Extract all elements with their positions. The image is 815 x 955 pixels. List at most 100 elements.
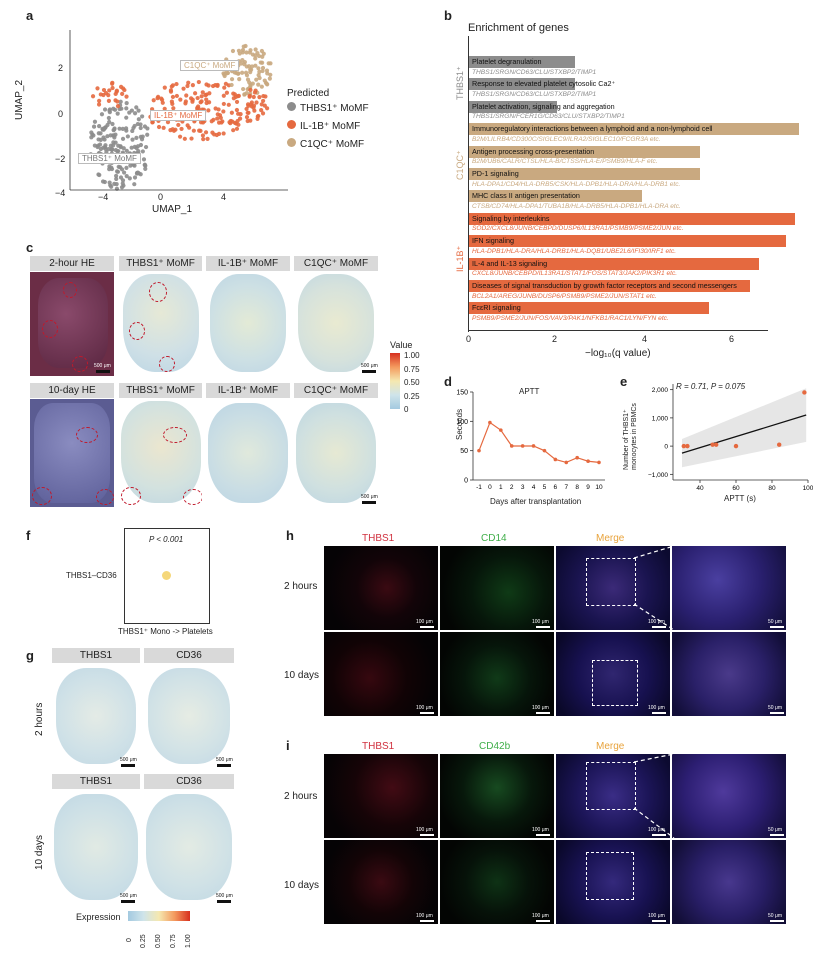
enrich-xtick: 4	[642, 334, 648, 344]
spatial-map	[54, 794, 138, 900]
colorbar-title: Value	[390, 340, 413, 350]
aptt-point	[597, 460, 601, 465]
umap-point	[248, 48, 253, 53]
umap-point	[117, 126, 122, 131]
scatter-xlabel: APTT (s)	[724, 494, 756, 503]
umap-point	[204, 97, 209, 102]
umap-point	[220, 119, 225, 124]
he-image-10d	[30, 399, 114, 507]
umap-point	[92, 143, 97, 148]
umap-point	[268, 61, 273, 66]
aptt-point	[520, 444, 525, 448]
aptt-ytick-label: 50	[460, 448, 468, 455]
umap-point	[267, 76, 272, 81]
scalebar-label: 100 μm	[532, 705, 549, 711]
umap-point	[265, 82, 270, 87]
umap-point	[251, 105, 256, 110]
umap-point	[174, 93, 179, 99]
umap-point	[200, 90, 205, 95]
enrichment-title: Enrichment of genes	[468, 22, 569, 34]
umap-point	[182, 136, 187, 141]
umap-point	[241, 44, 246, 49]
scalebar-label: 500 μm	[216, 893, 233, 899]
umap-point	[114, 169, 120, 174]
umap-point	[112, 107, 118, 112]
umap-point	[198, 128, 203, 133]
scatter-xtick-label: 40	[696, 485, 704, 492]
g-header: THBS1	[52, 774, 140, 789]
umap-point	[110, 121, 115, 127]
umap-point	[261, 98, 266, 104]
scalebar-label: 100 μm	[648, 827, 665, 833]
group-label-c1qc: C1QC⁺	[455, 150, 465, 180]
regression-line	[681, 414, 807, 454]
umap-point	[124, 173, 129, 179]
umap-point	[259, 84, 264, 89]
enrichment-genes: CTSB/CD74/HLA-DPA1/TUBA1B/HLA-DRB5/HLA-D…	[472, 202, 681, 210]
umap-point	[261, 93, 266, 99]
umap-point	[240, 48, 246, 53]
umap-point	[252, 90, 258, 95]
region-circle	[32, 487, 52, 505]
scatter-point	[802, 390, 807, 395]
scalebar-label: 500 μm	[361, 494, 378, 500]
umap-point	[221, 131, 226, 136]
micro-i-10d-zoom	[672, 840, 786, 924]
umap-point	[204, 100, 209, 106]
umap-point	[120, 91, 125, 96]
umap-point	[189, 136, 194, 141]
scalebar	[217, 900, 231, 903]
umap-point	[169, 99, 174, 104]
scalebar	[652, 712, 666, 714]
umap-point	[140, 149, 145, 154]
c-header: THBS1⁺ MoMF	[119, 256, 202, 271]
scatter-ytick-label: 2,000	[652, 387, 669, 394]
aptt-ytick-label: 0	[464, 478, 468, 485]
umap-point	[111, 140, 116, 145]
scalebar	[652, 626, 666, 628]
panel-label-c: c	[26, 240, 34, 255]
umap-point	[107, 180, 112, 185]
colorbar	[390, 353, 400, 409]
umap-point	[249, 67, 254, 72]
aptt-point	[586, 459, 590, 464]
umap-point	[201, 137, 206, 142]
scatter-ytick-label: 0	[664, 444, 668, 451]
micro-h-2h-zoom	[672, 546, 786, 630]
umap-point	[115, 99, 120, 104]
umap-point	[170, 94, 176, 100]
umap-point	[120, 181, 125, 186]
umap-point	[132, 144, 137, 149]
i-row-2h: 2 hours	[284, 791, 318, 802]
umap-point	[203, 130, 209, 135]
micro-h-10d-cd14	[440, 632, 554, 716]
scalebar	[362, 501, 376, 504]
umap-point	[190, 82, 195, 88]
umap-point	[169, 84, 174, 89]
micro-i-2h-cd42b	[440, 754, 554, 838]
enrichment-bar: PD-1 signaling	[469, 168, 701, 180]
umap-point	[120, 136, 126, 141]
aptt-xtick-label: 10	[595, 484, 603, 491]
umap-point	[240, 57, 245, 63]
map-10d-thbs1	[119, 399, 202, 507]
umap-point	[138, 125, 143, 131]
umap-point	[184, 93, 189, 98]
pvalue-annotation: P < 0.001	[149, 535, 184, 544]
umap-point	[118, 99, 123, 104]
umap-point	[179, 126, 184, 132]
enrichment-bar: IFN signaling	[469, 235, 786, 248]
scalebar	[536, 712, 550, 714]
map-10d-il1b	[206, 399, 290, 507]
aptt-line	[478, 421, 600, 464]
i-row-10d: 10 days	[284, 880, 320, 891]
umap-point	[237, 77, 242, 82]
panel-label-b: b	[444, 8, 452, 23]
umap-point	[234, 107, 240, 113]
umap-ytick-3: −2	[55, 154, 66, 164]
region-circle	[121, 487, 141, 505]
umap-point	[251, 94, 256, 100]
umap-point	[105, 122, 110, 128]
umap-point	[218, 115, 223, 120]
umap-point	[215, 116, 220, 121]
